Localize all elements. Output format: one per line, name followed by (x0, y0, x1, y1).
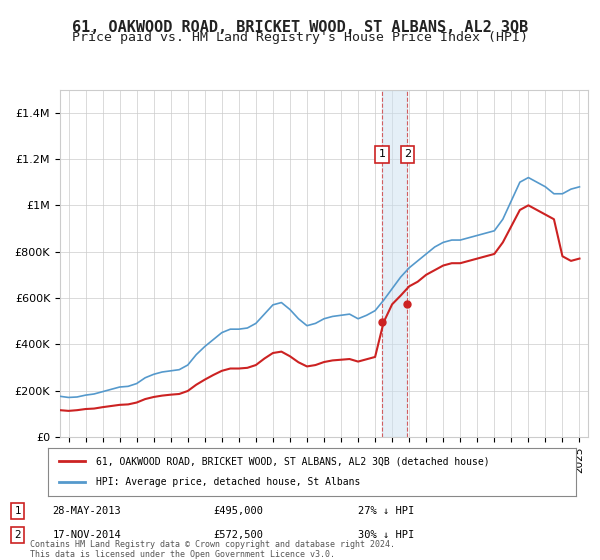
Text: 61, OAKWOOD ROAD, BRICKET WOOD, ST ALBANS, AL2 3QB (detached house): 61, OAKWOOD ROAD, BRICKET WOOD, ST ALBAN… (95, 456, 489, 466)
Text: Price paid vs. HM Land Registry's House Price Index (HPI): Price paid vs. HM Land Registry's House … (72, 31, 528, 44)
Text: 30% ↓ HPI: 30% ↓ HPI (358, 530, 414, 540)
Text: Contains HM Land Registry data © Crown copyright and database right 2024.
This d: Contains HM Land Registry data © Crown c… (30, 540, 395, 559)
Bar (382, 90, 407, 437)
Text: 2: 2 (404, 150, 411, 160)
Text: 27% ↓ HPI: 27% ↓ HPI (358, 506, 414, 516)
Text: 1: 1 (14, 506, 21, 516)
Text: £495,000: £495,000 (214, 506, 263, 516)
Text: 2: 2 (14, 530, 21, 540)
Text: 17-NOV-2014: 17-NOV-2014 (52, 530, 121, 540)
Text: HPI: Average price, detached house, St Albans: HPI: Average price, detached house, St A… (95, 477, 360, 487)
Text: 1: 1 (379, 150, 385, 160)
Text: 61, OAKWOOD ROAD, BRICKET WOOD, ST ALBANS, AL2 3QB: 61, OAKWOOD ROAD, BRICKET WOOD, ST ALBAN… (72, 20, 528, 35)
Text: 28-MAY-2013: 28-MAY-2013 (52, 506, 121, 516)
Text: £572,500: £572,500 (214, 530, 263, 540)
